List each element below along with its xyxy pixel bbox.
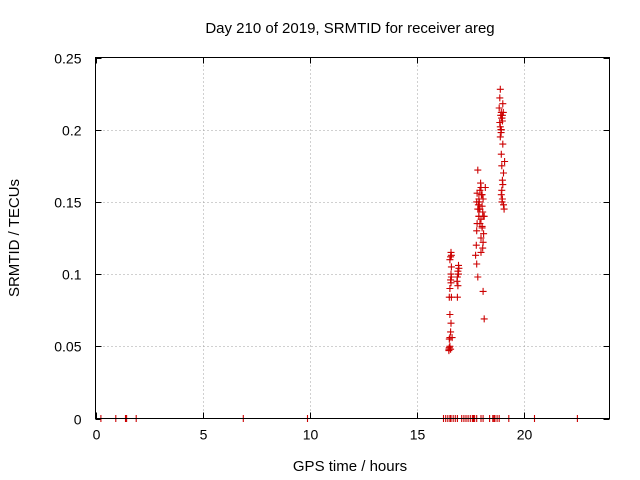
data-point bbox=[496, 133, 504, 141]
data-point bbox=[477, 179, 485, 187]
data-point bbox=[480, 230, 488, 238]
data-point bbox=[454, 267, 462, 275]
chart-title: Day 210 of 2019, SRMTID for receiver are… bbox=[205, 20, 494, 37]
data-point bbox=[474, 273, 482, 281]
x-axis-label: GPS time / hours bbox=[293, 458, 407, 475]
y-tick-label: 0.1 bbox=[62, 267, 82, 283]
data-point bbox=[498, 195, 506, 203]
data-point bbox=[448, 334, 456, 342]
data-point bbox=[453, 277, 461, 285]
data-point bbox=[454, 282, 462, 290]
data-point bbox=[495, 104, 503, 112]
y-tick-label: 0.2 bbox=[62, 123, 82, 139]
data-point bbox=[479, 238, 487, 246]
data-point bbox=[498, 162, 506, 170]
data-point bbox=[447, 293, 455, 301]
data-point bbox=[472, 241, 480, 249]
data-point bbox=[496, 85, 504, 93]
data-point bbox=[496, 94, 504, 102]
y-axis-label: SRMTID / TECUs bbox=[6, 179, 23, 297]
data-point bbox=[475, 212, 483, 220]
data-point bbox=[445, 344, 453, 352]
data-point bbox=[473, 227, 481, 235]
data-point bbox=[447, 328, 455, 336]
axis-ticks: 0 5 10 15 20 0 0.05 0.1 0.15 0.2 0.25 bbox=[54, 51, 610, 443]
data-point bbox=[497, 150, 505, 158]
data-point bbox=[481, 184, 489, 191]
plot-frame bbox=[95, 57, 610, 419]
data-point bbox=[478, 202, 486, 210]
data-point bbox=[499, 100, 507, 108]
data-point bbox=[501, 158, 509, 165]
data-point bbox=[499, 181, 507, 189]
x-tick-label: 5 bbox=[200, 427, 208, 443]
y-tick-label: 0.25 bbox=[54, 51, 81, 67]
data-point bbox=[474, 166, 482, 174]
data-point bbox=[499, 108, 507, 116]
data-point bbox=[446, 285, 454, 292]
data-point bbox=[497, 129, 505, 137]
y-tick-label: 0 bbox=[74, 412, 82, 428]
data-point bbox=[496, 123, 504, 131]
data-point bbox=[447, 251, 455, 259]
data-point bbox=[447, 263, 455, 271]
y-tick-label: 0.05 bbox=[54, 339, 81, 355]
x-tick-label: 0 bbox=[93, 427, 101, 443]
data-point bbox=[446, 311, 454, 318]
data-point bbox=[473, 198, 481, 206]
x-tick-label: 10 bbox=[303, 427, 319, 443]
data-point bbox=[473, 260, 481, 268]
y-tick-label: 0.15 bbox=[54, 195, 81, 211]
data-point bbox=[478, 222, 486, 230]
data-point bbox=[455, 261, 462, 269]
data-point bbox=[447, 345, 455, 353]
x-tick-label: 15 bbox=[410, 427, 426, 443]
data-point bbox=[447, 279, 455, 287]
grid-lines bbox=[95, 57, 610, 419]
data-point bbox=[478, 191, 486, 199]
data-point bbox=[477, 248, 485, 256]
data-point bbox=[500, 201, 507, 209]
data-point bbox=[480, 315, 488, 323]
data-point bbox=[472, 251, 480, 259]
data-point bbox=[446, 342, 454, 350]
data-point bbox=[477, 234, 485, 242]
data-point bbox=[500, 169, 507, 177]
data-point bbox=[453, 293, 461, 301]
data-point bbox=[479, 195, 487, 203]
data-point bbox=[479, 287, 487, 295]
data-points bbox=[97, 85, 581, 422]
data-point bbox=[499, 140, 507, 148]
series-srmtid bbox=[97, 85, 581, 422]
data-point bbox=[446, 256, 454, 264]
data-point bbox=[447, 319, 455, 327]
x-tick-label: 20 bbox=[517, 427, 533, 443]
data-point bbox=[498, 114, 506, 122]
data-point bbox=[500, 205, 508, 213]
data-point bbox=[498, 186, 506, 194]
data-point bbox=[475, 205, 483, 213]
